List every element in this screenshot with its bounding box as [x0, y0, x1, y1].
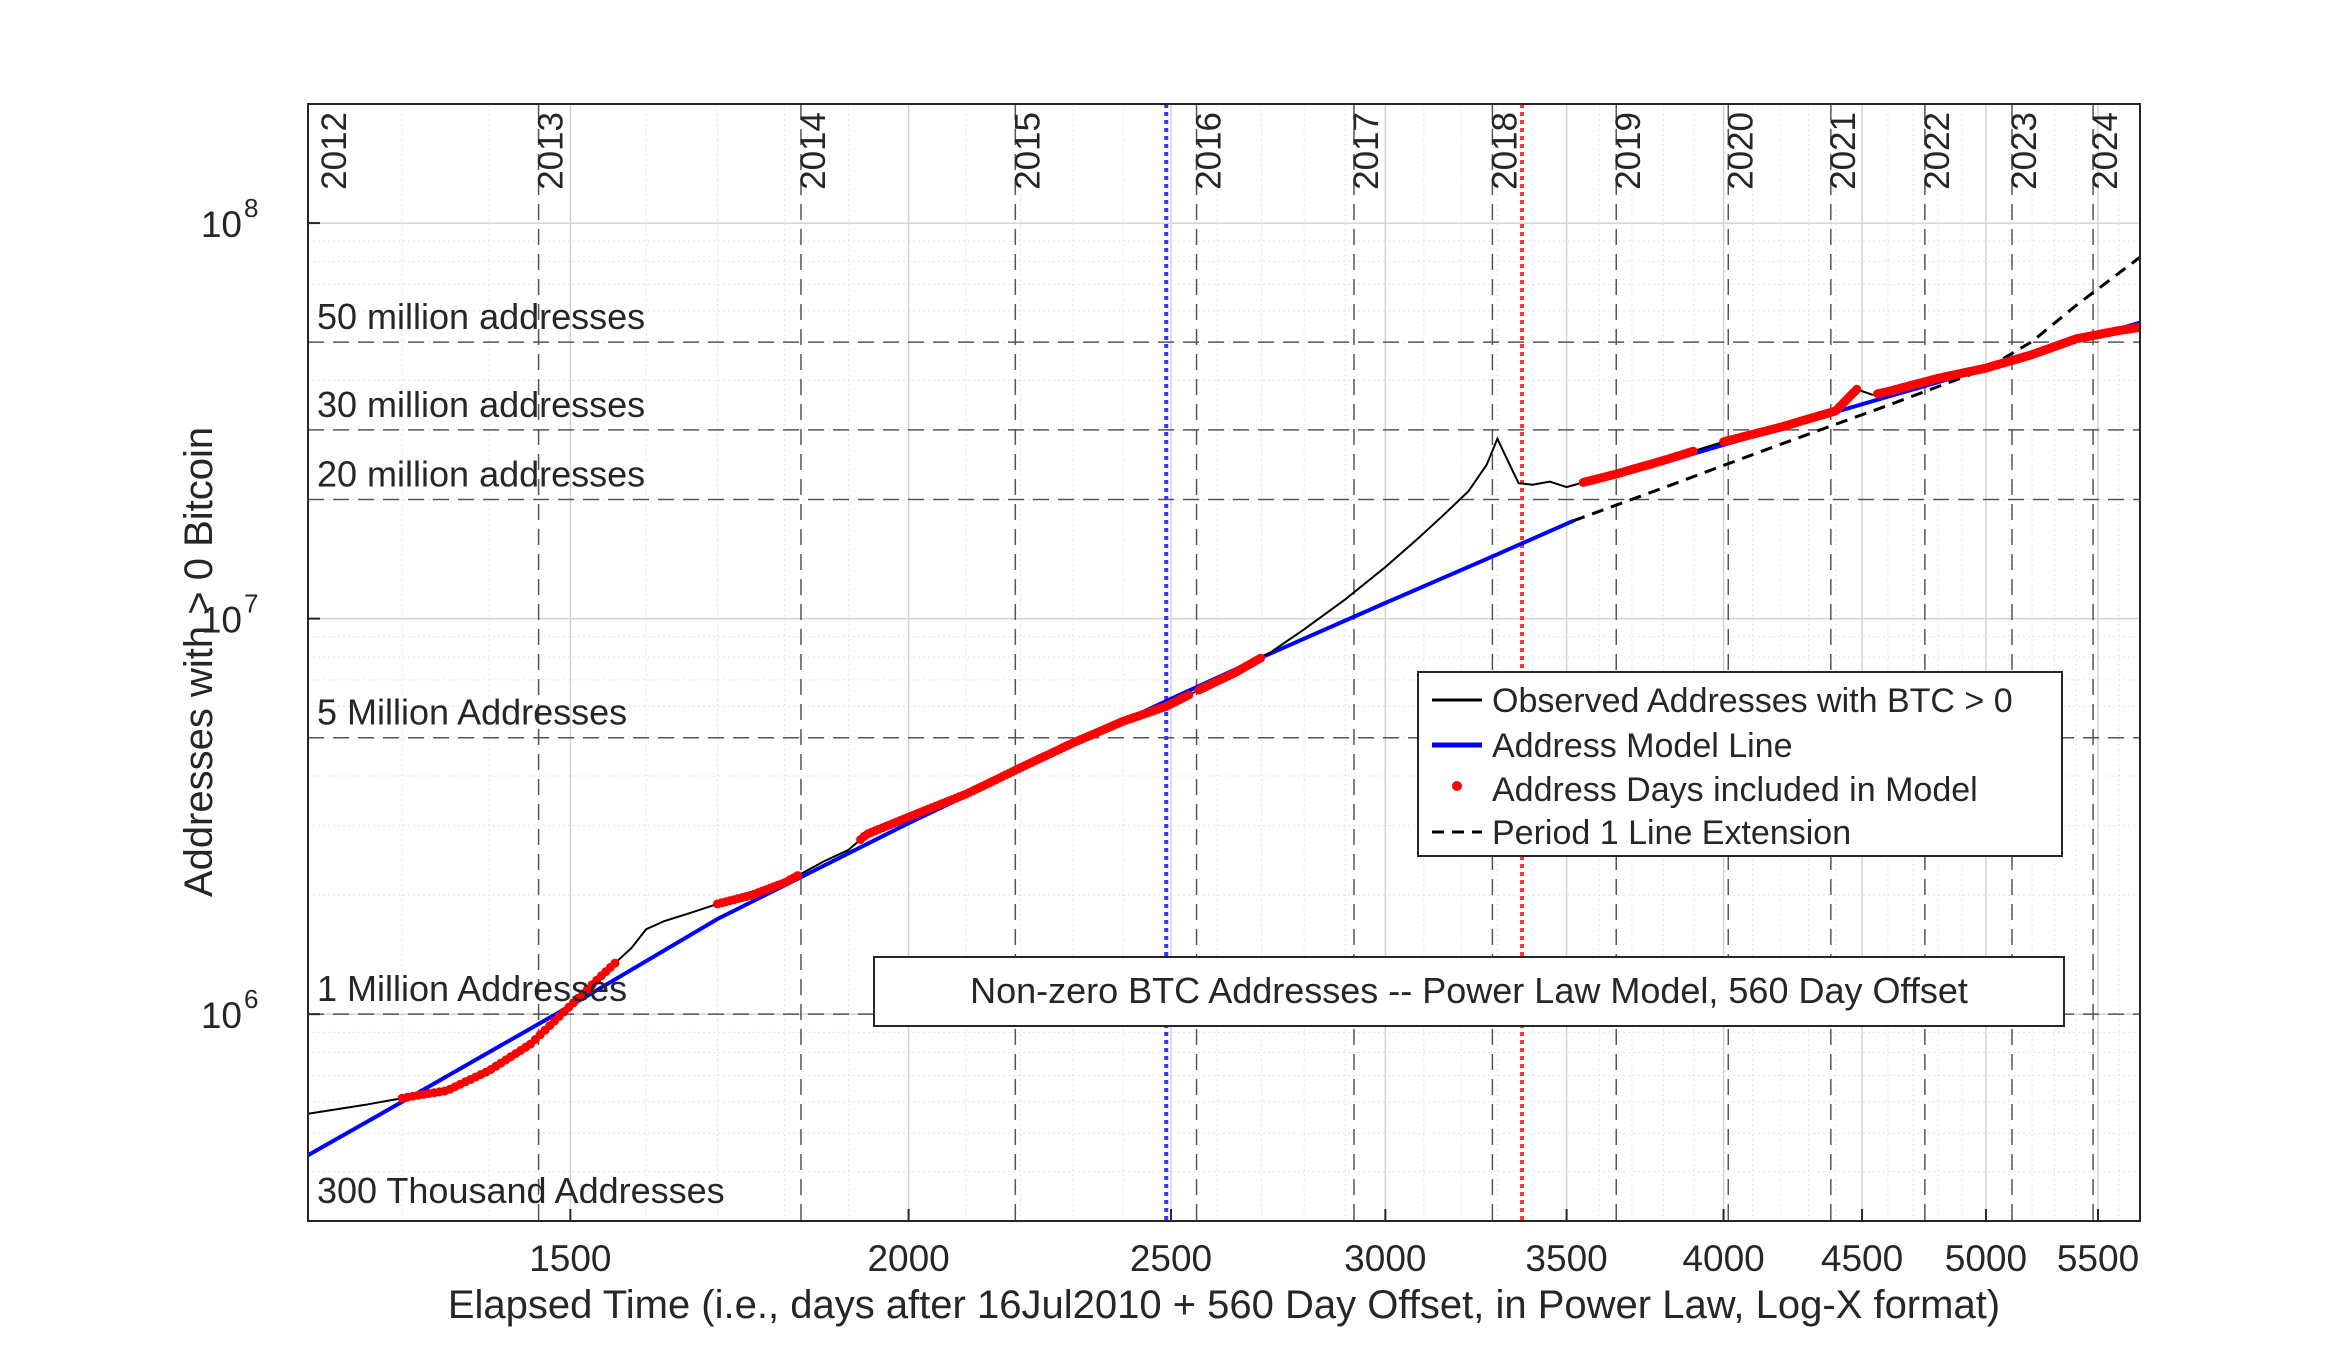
year-label: 2024: [2086, 112, 2125, 190]
legend-entry-extension: Period 1 Line Extension: [1432, 814, 1851, 852]
reference-label: 30 million addresses: [317, 384, 645, 425]
annotation-frame: [873, 956, 2065, 1027]
series-point-included: [793, 871, 803, 881]
year-labels: 2012 2013 2014 2015 2016 2017 2018 2019 2020 2021…: [315, 112, 2125, 190]
y-tick-base: 10: [201, 995, 242, 1036]
series-point-included: [1256, 653, 1266, 663]
reference-label: 5 Million Addresses: [317, 692, 627, 733]
year-label: 2017: [1347, 112, 1386, 190]
annotation-text: Non-zero BTC Addresses -- Power Law Mode…: [970, 970, 1968, 1011]
legend-entry-included: Address Days included in Model: [1452, 771, 1978, 809]
x-tick-label: 5000: [1945, 1238, 2027, 1279]
year-label: 2018: [1485, 112, 1524, 190]
legend-swatch-included: [1452, 781, 1462, 791]
reference-label: 50 million addresses: [317, 296, 645, 337]
year-label: 2022: [1918, 112, 1957, 190]
y-tick-exponent: 6: [244, 984, 258, 1014]
x-tick-label: 2500: [1130, 1238, 1212, 1279]
year-label: 2021: [1824, 112, 1863, 190]
y-tick-base: 10: [201, 204, 242, 245]
y-tick-exponent: 8: [244, 193, 258, 223]
x-tick-label: 5500: [2057, 1238, 2139, 1279]
series-point-included: [1852, 384, 1862, 394]
series-point-included: [1688, 446, 1698, 456]
x-tick-label: 1500: [529, 1238, 611, 1279]
legend-label-included: Address Days included in Model: [1492, 771, 1978, 809]
x-tick-label: 3000: [1344, 1238, 1426, 1279]
legend-label-model: Address Model Line: [1492, 727, 1793, 765]
x-tick-label: 3500: [1525, 1238, 1607, 1279]
legend-frame: [1417, 671, 2063, 857]
series-point-included: [2135, 322, 2140, 332]
reference-label: 20 million addresses: [317, 454, 645, 495]
x-tick-label: 4500: [1821, 1238, 1903, 1279]
series-point-included: [610, 958, 620, 968]
legend-label-observed: Observed Addresses with BTC > 0: [1492, 682, 2013, 720]
year-label: 2014: [794, 112, 833, 190]
year-label: 2015: [1008, 112, 1047, 190]
x-axis-label: Elapsed Time (i.e., days after 16Jul2010…: [448, 1283, 2000, 1327]
year-label: 2016: [1190, 112, 1229, 190]
legend: Observed Addresses with BTC > 0 Address …: [1417, 671, 2063, 857]
legend-entry-observed: Observed Addresses with BTC > 0: [1432, 682, 2013, 720]
y-axis-label: Addresses with > 0 Bitcoin: [177, 427, 221, 897]
year-label: 2020: [1721, 112, 1760, 190]
year-label: 2019: [1609, 112, 1648, 190]
plot-background: [308, 104, 2140, 1221]
x-tick-label: 2000: [867, 1238, 949, 1279]
reference-labels: 50 million addresses 30 million addresses…: [317, 296, 725, 1211]
y-tick-base: 10: [201, 600, 242, 641]
y-tick-exponent: 7: [244, 589, 258, 619]
major-grid: [308, 104, 2140, 1221]
series-point-included: [1184, 690, 1194, 700]
minor-grid: [308, 104, 2140, 1221]
reference-label: 1 Million Addresses: [317, 968, 627, 1009]
x-ticks: 1500 2000 2500 3000 3500 4000 4500 5000 5500: [529, 1209, 2139, 1279]
series: [308, 256, 2140, 1157]
annotation-box: Non-zero BTC Addresses -- Power Law Mode…: [873, 956, 2065, 1027]
legend-label-extension: Period 1 Line Extension: [1492, 814, 1851, 852]
vertical-markers: [1164, 104, 1525, 1221]
x-tick-label: 4000: [1682, 1238, 1764, 1279]
year-label: 2013: [532, 112, 571, 190]
year-label: 2023: [2005, 112, 2044, 190]
reference-label: 300 Thousand Addresses: [317, 1170, 725, 1211]
plot-frame: [307, 103, 2141, 1222]
legend-entry-model: Address Model Line: [1432, 727, 1793, 765]
year-label: 2012: [315, 112, 354, 190]
